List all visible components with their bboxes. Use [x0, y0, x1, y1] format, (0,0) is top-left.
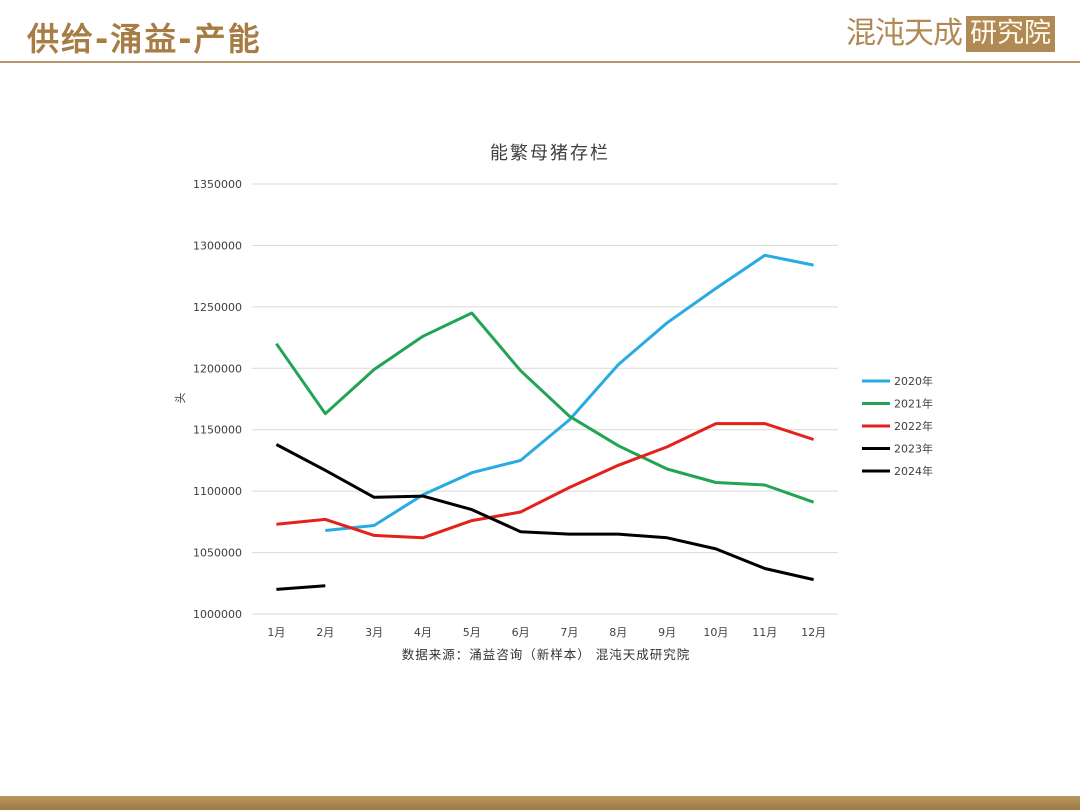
y-tick-label: 1250000 — [193, 301, 242, 314]
y-tick-label: 1000000 — [193, 608, 242, 621]
y-tick-label: 1200000 — [193, 362, 242, 375]
x-tick-label: 8月 — [609, 626, 627, 639]
logo-badge: 研究院 — [966, 16, 1055, 52]
brand-logo: 混沌天成 研究院 — [846, 15, 1055, 53]
x-tick-label: 9月 — [658, 626, 676, 639]
y-tick-label: 1300000 — [193, 239, 242, 252]
chart-title: 能繁母猪存栏 — [490, 143, 610, 164]
header-divider — [0, 61, 1080, 63]
x-tick-label: 7月 — [560, 626, 578, 639]
x-tick-label: 1月 — [267, 626, 285, 639]
footer-bar — [0, 796, 1080, 810]
page-title: 供给-涌益-产能 — [27, 20, 262, 58]
legend-label: 2023年 — [894, 442, 933, 456]
chart-canvas: 能繁母猪存栏 1000000 1050000 1100000 1150000 120000… — [174, 143, 933, 662]
x-tick-label: 4月 — [414, 626, 432, 639]
series-line-2020 — [325, 253, 814, 532]
x-tick-label: 2月 — [316, 626, 334, 639]
y-tick-label: 1150000 — [193, 424, 242, 437]
x-tick-label: 11月 — [752, 626, 777, 639]
legend-label: 2021年 — [894, 397, 933, 411]
y-tick-label: 1050000 — [193, 547, 242, 560]
series-line-2023 — [275, 443, 814, 582]
y-axis-title: 头 — [174, 393, 187, 404]
x-tick-label: 5月 — [463, 626, 481, 639]
series-line-2024 — [276, 584, 326, 591]
x-tick-label: 3月 — [365, 626, 383, 639]
logo-wordmark: 混沌天成 — [846, 16, 963, 51]
x-tick-label: 10月 — [703, 626, 728, 639]
series-line-2021 — [275, 311, 815, 504]
chart: 能繁母猪存栏 1000000 1050000 1100000 1150000 120000… — [150, 130, 970, 675]
x-tick-label: 6月 — [512, 626, 530, 639]
legend-label: 2022年 — [894, 419, 933, 433]
legend-label: 2020年 — [894, 374, 933, 388]
series-line-2022 — [276, 422, 815, 540]
chart-source-note: 数据来源：涌益咨询（新样本） 混沌天成研究院 — [402, 647, 690, 662]
legend-label: 2024年 — [894, 464, 933, 478]
y-tick-label: 1100000 — [193, 485, 242, 498]
y-tick-label: 1350000 — [193, 178, 242, 191]
x-tick-label: 12月 — [801, 626, 826, 639]
